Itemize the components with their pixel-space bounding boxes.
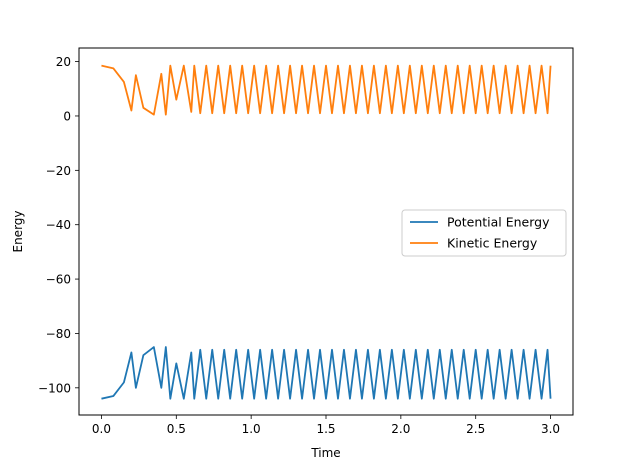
legend-box (401, 209, 567, 257)
x-tick-label: 1.0 (242, 422, 261, 436)
series-layer (101, 64, 552, 400)
x-tick-label: 2.0 (391, 422, 410, 436)
y-tick-label: −100 (38, 381, 71, 395)
series-line-potential-energy (101, 346, 552, 400)
series-line-kinetic-energy (101, 64, 552, 116)
y-tick-label: −80 (46, 327, 71, 341)
y-axis-ticks: 20 0 −20 −40 −60 −80 −100 (38, 55, 79, 395)
y-tick-label: 20 (56, 55, 71, 69)
x-axis-label: Time (310, 446, 340, 460)
x-tick-label: 1.5 (316, 422, 335, 436)
x-tick-label: 2.5 (466, 422, 485, 436)
y-tick-label: −60 (46, 273, 71, 287)
x-tick-label: 0.5 (167, 422, 186, 436)
y-tick-label: −40 (46, 218, 71, 232)
x-axis-ticks: 0.0 0.5 1.0 1.5 2.0 2.5 3.0 (92, 415, 560, 436)
y-axis-label: Energy (11, 210, 25, 252)
y-tick-label: 0 (63, 109, 71, 123)
x-tick-label: 3.0 (541, 422, 560, 436)
x-tick-label: 0.0 (92, 422, 111, 436)
legend-label-potential-energy: Potential Energy (447, 215, 550, 230)
y-tick-label: −20 (46, 164, 71, 178)
legend: Potential Energy Kinetic Energy (401, 209, 567, 257)
legend-label-kinetic-energy: Kinetic Energy (447, 236, 538, 251)
